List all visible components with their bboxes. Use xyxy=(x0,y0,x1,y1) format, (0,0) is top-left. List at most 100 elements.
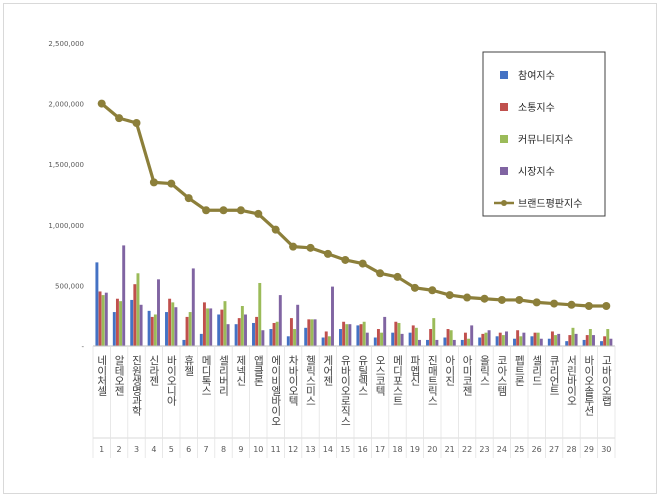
bar-참여지수-16 xyxy=(356,325,360,346)
line-point-27 xyxy=(550,299,559,308)
bar-참여지수-23 xyxy=(478,337,482,346)
bar-커뮤니티지수-18 xyxy=(397,322,401,346)
bar-시장지수-29 xyxy=(592,335,595,346)
line-point-11 xyxy=(271,225,280,234)
index-label-29: 29 xyxy=(584,445,594,454)
bar-커뮤니티지수-17 xyxy=(380,332,384,346)
index-label-22: 22 xyxy=(462,445,472,454)
line-point-26 xyxy=(532,298,541,307)
line-point-10 xyxy=(254,209,263,218)
bar-소통지수-21 xyxy=(446,329,450,346)
x-axis-category-labels: 네이처셀 알테오젠 진원생명과학 신라젠 바이오니아 휴젤 메디톡스 셀리버리 제넥신 앱클론 에이… xyxy=(96,355,613,426)
bar-소통지수-15 xyxy=(342,321,346,346)
index-label-2: 2 xyxy=(117,445,122,454)
bar-참여지수-5 xyxy=(165,312,168,346)
bar-참여지수-6 xyxy=(182,339,186,346)
bar-커뮤니티지수-27 xyxy=(554,335,558,346)
category-label-23: 올릭스 xyxy=(479,355,491,385)
bar-참여지수-26 xyxy=(530,336,534,346)
category-label-24: 코아스템 xyxy=(496,355,508,396)
index-label-3: 3 xyxy=(134,445,139,454)
bar-소통지수-19 xyxy=(411,325,415,346)
index-label-23: 23 xyxy=(479,445,489,454)
bar-시장지수-28 xyxy=(574,333,578,346)
category-label-17: 오스코텍 xyxy=(374,355,386,397)
bar-참여지수-12 xyxy=(286,336,290,346)
bar-소통지수-11 xyxy=(272,322,276,346)
legend-label-참여지수: 참여지수 xyxy=(518,70,555,82)
legend-swatch-참여지수 xyxy=(500,71,508,79)
bar-커뮤니티지수-16 xyxy=(362,321,366,346)
bar-커뮤니티지수-23 xyxy=(484,332,488,346)
bar-시장지수-23 xyxy=(487,330,491,346)
index-label-24: 24 xyxy=(497,445,507,454)
bar-시장지수-9 xyxy=(244,314,247,346)
bar-시장지수-11 xyxy=(278,295,282,346)
bar-시장지수-6 xyxy=(191,268,195,346)
index-label-4: 4 xyxy=(151,445,156,454)
bar-커뮤니티지수-12 xyxy=(293,329,297,346)
index-label-5: 5 xyxy=(169,445,174,454)
category-label-1: 네이처셀 xyxy=(96,355,108,396)
bar-커뮤니티지수-4 xyxy=(153,314,157,346)
bar-시장지수-14 xyxy=(331,286,334,346)
bar-소통지수-8 xyxy=(220,309,224,346)
bar-커뮤니티지수-11 xyxy=(275,321,279,346)
category-label-6: 휴젤 xyxy=(183,355,195,375)
category-label-26: 셀리드 xyxy=(531,355,543,385)
bar-시장지수-21 xyxy=(452,339,456,346)
bar-소통지수-24 xyxy=(498,332,502,346)
bar-시장지수-19 xyxy=(418,339,421,346)
index-label-11: 11 xyxy=(271,445,281,454)
line-point-5 xyxy=(167,179,176,188)
index-label-21: 21 xyxy=(445,445,455,454)
category-label-8: 셀리버리 xyxy=(218,355,230,397)
bar-소통지수-4 xyxy=(150,316,154,346)
y-tick-label: 1,000,000 xyxy=(48,222,84,230)
index-label-6: 6 xyxy=(186,445,191,454)
bar-소통지수-17 xyxy=(376,329,380,346)
bar-커뮤니티지수-22 xyxy=(467,338,471,346)
bar-커뮤니티지수-26 xyxy=(536,332,540,346)
y-axis-tick-labels: - 500,000 1,000,000 1,500,000 2,000,000 2,500… xyxy=(48,40,84,351)
bar-참여지수-30 xyxy=(600,341,603,346)
bar-시장지수-27 xyxy=(557,333,561,346)
line-point-22 xyxy=(463,293,472,302)
bar-시장지수-10 xyxy=(261,330,265,346)
bar-시장지수-4 xyxy=(157,279,160,346)
bar-소통지수-2 xyxy=(115,298,119,346)
index-label-10: 10 xyxy=(253,445,263,454)
category-label-4: 신라젠 xyxy=(148,355,160,385)
bar-소통지수-13 xyxy=(307,319,311,346)
bar-커뮤니티지수-28 xyxy=(571,327,575,346)
bar-시장지수-15 xyxy=(348,324,352,346)
bar-커뮤니티지수-24 xyxy=(501,335,505,346)
line-point-20 xyxy=(428,286,437,295)
bar-커뮤니티지수-2 xyxy=(119,301,123,346)
bar-소통지수-7 xyxy=(202,302,206,346)
y-tick-label: 2,000,000 xyxy=(48,101,84,109)
bar-커뮤니티지수-5 xyxy=(171,302,175,346)
category-label-14: 게어젠 xyxy=(322,355,334,385)
index-label-14: 14 xyxy=(323,445,333,454)
category-label-15: 유바이오로직스 xyxy=(339,355,351,426)
bar-소통지수-28 xyxy=(568,335,572,346)
category-label-20: 진매트릭스 xyxy=(426,355,438,406)
category-label-10: 앱클론 xyxy=(252,355,264,385)
bar-커뮤니티지수-8 xyxy=(223,301,227,346)
bar-시장지수-3 xyxy=(139,304,143,346)
category-label-2: 알테오젠 xyxy=(113,355,125,396)
bar-참여지수-17 xyxy=(373,337,377,346)
bar-참여지수-28 xyxy=(565,341,569,346)
bar-참여지수-1 xyxy=(95,262,99,346)
category-label-11: 에이비엘바이오 xyxy=(270,355,282,426)
line-point-24 xyxy=(497,295,506,304)
category-label-9: 제넥신 xyxy=(235,355,247,385)
bar-시장지수-1 xyxy=(104,292,108,346)
bar-참여지수-7 xyxy=(199,333,203,346)
legend-box xyxy=(482,51,606,217)
bar-시장지수-12 xyxy=(296,304,300,346)
index-label-7: 7 xyxy=(204,445,209,454)
category-label-7: 메디톡스 xyxy=(200,355,212,395)
bar-참여지수-19 xyxy=(408,332,412,346)
